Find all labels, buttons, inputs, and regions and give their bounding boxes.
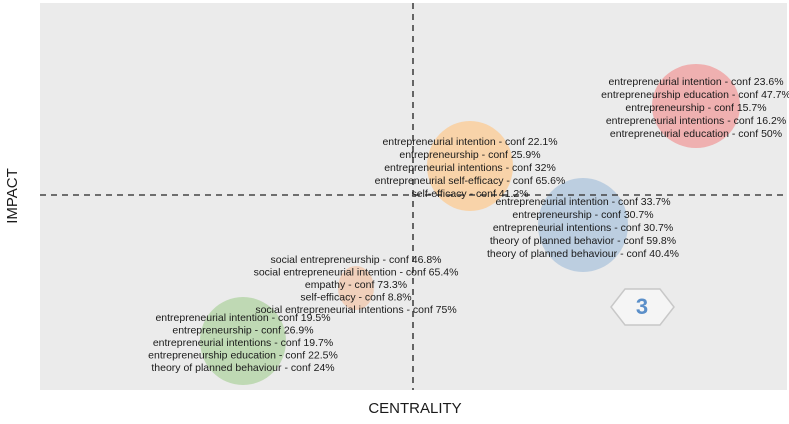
cluster-bubble-1 [652, 64, 740, 148]
cluster-bubble-5 [200, 297, 286, 385]
cluster-bubble-2 [427, 121, 513, 211]
cluster-1-label: entrepreneurial education - conf 50% [610, 128, 782, 140]
logo-glyph: 3 [636, 294, 648, 319]
cluster-2-label: entrepreneurial self-efficacy - conf 65.… [375, 175, 566, 187]
cluster-5-label: entrepreneurship education - conf 22.5% [148, 350, 338, 362]
cluster-2-label: entrepreneurship - conf 25.9% [399, 149, 540, 161]
cluster-4-label: social entrepreneurial intention - conf … [254, 267, 459, 279]
cluster-3-label: entrepreneurial intentions - conf 30.7% [493, 222, 673, 234]
cluster-5-label: entrepreneurial intention - conf 19.5% [155, 312, 330, 324]
cluster-bubble-4 [338, 266, 374, 310]
cluster-bubble-3 [538, 178, 628, 272]
cluster-5-label: theory of planned behaviour - conf 24% [151, 362, 334, 374]
cluster-3-label: entrepreneurial intention - conf 33.7% [495, 196, 670, 208]
cluster-5-label: entrepreneurship - conf 26.9% [172, 325, 313, 337]
cluster-4-label: social entrepreneurship - conf 46.8% [270, 254, 441, 266]
cluster-2-label: self-efficacy - conf 41.2% [411, 188, 528, 200]
hexagon-logo-icon [610, 288, 675, 326]
cluster-4-label: social entrepreneurial intentions - conf… [255, 304, 456, 316]
cluster-2-label: entrepreneurial intention - conf 22.1% [382, 136, 557, 148]
y-axis-label: IMPACT [4, 168, 21, 224]
cluster-3-label: theory of planned behaviour - conf 40.4% [487, 248, 679, 260]
cluster-1-label: entrepreneurial intention - conf 23.6% [608, 76, 783, 88]
cluster-1-label: entrepreneurship - conf 15.7% [625, 102, 766, 114]
watermark-logo: 3 [610, 288, 675, 326]
cluster-2-label: entrepreneurial intentions - conf 32% [384, 162, 556, 174]
cluster-bubbles [200, 64, 740, 385]
cluster-1-label: entrepreneurship education - conf 47.7% [601, 89, 789, 101]
cluster-5-label: entrepreneurial intentions - conf 19.7% [153, 337, 333, 349]
x-axis-label: CENTRALITY [368, 400, 461, 417]
cluster-3-label: theory of planned behavior - conf 59.8% [490, 235, 676, 247]
cluster-4-label: self-efficacy - conf 8.8% [300, 292, 411, 304]
cluster-3-label: entrepreneurship - conf 30.7% [512, 209, 653, 221]
cluster-labels: entrepreneurial intention - conf 23.6%en… [148, 76, 789, 374]
cluster-1-label: entrepreneurial intentions - conf 16.2% [606, 115, 786, 127]
cluster-4-label: empathy - conf 73.3% [305, 279, 407, 291]
